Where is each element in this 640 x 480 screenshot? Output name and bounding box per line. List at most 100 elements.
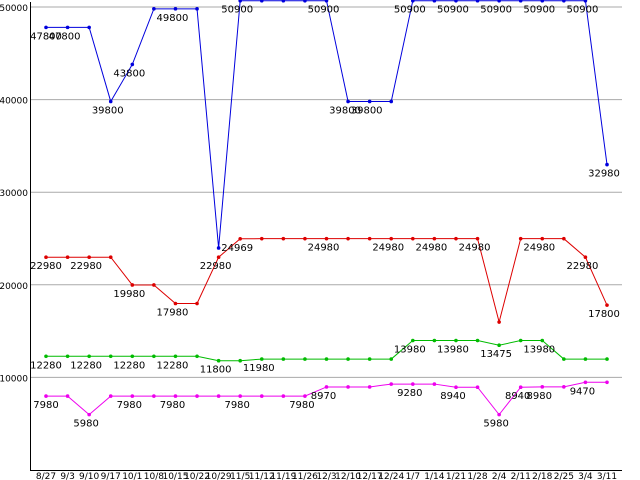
data-point <box>173 394 178 398</box>
point-value-label: 22980 <box>30 261 62 272</box>
point-value-label: 50900 <box>523 5 555 16</box>
data-point <box>152 7 156 11</box>
series-green <box>44 338 609 363</box>
data-point <box>454 338 458 343</box>
data-point <box>583 255 588 260</box>
data-point <box>65 255 70 260</box>
point-value-label: 13980 <box>437 345 469 356</box>
data-point <box>518 0 523 3</box>
x-tick-label: 2/25 <box>554 472 574 480</box>
point-value-label: 13980 <box>523 345 555 356</box>
point-value-label: 11800 <box>200 365 232 376</box>
data-point <box>389 357 394 361</box>
data-point <box>303 236 307 241</box>
data-point <box>130 283 135 287</box>
data-point <box>518 385 523 390</box>
x-tick-label: 12/3 <box>316 472 336 480</box>
point-value-label: 50900 <box>437 5 469 16</box>
data-point <box>389 382 394 386</box>
x-tick-label: 9/17 <box>101 472 121 480</box>
point-value-label: 50900 <box>308 5 340 16</box>
data-point <box>195 7 199 11</box>
point-value-label: 7980 <box>33 400 58 411</box>
data-point <box>432 236 437 241</box>
point-value-label: 12280 <box>70 360 102 371</box>
point-value-label: 32980 <box>588 169 620 180</box>
x-tick-label: 2/11 <box>511 472 531 480</box>
point-value-label: 5980 <box>73 419 98 430</box>
point-value-label: 8940 <box>440 391 465 402</box>
data-point <box>518 236 523 241</box>
data-point <box>152 354 156 359</box>
data-point <box>173 354 178 359</box>
data-point <box>411 0 415 3</box>
data-point <box>497 320 501 324</box>
data-point <box>324 385 329 389</box>
data-point <box>411 236 415 241</box>
point-value-label: 22980 <box>200 261 232 272</box>
point-value-label: 39800 <box>351 105 383 116</box>
series-blue <box>44 0 609 250</box>
point-value-label: 50900 <box>394 5 426 16</box>
data-point <box>238 358 242 363</box>
data-point <box>497 343 501 348</box>
point-value-label: 39800 <box>92 105 124 116</box>
data-point <box>281 236 286 241</box>
data-point <box>216 394 221 398</box>
data-point <box>195 354 199 359</box>
point-value-label: 12280 <box>30 360 62 371</box>
y-tick-label: 20000 <box>0 282 28 292</box>
data-point <box>173 7 178 11</box>
data-point <box>562 357 566 361</box>
data-point <box>130 62 135 67</box>
point-value-label: 43800 <box>113 68 145 79</box>
series-red <box>44 236 609 325</box>
point-value-label: 5980 <box>483 419 508 430</box>
data-point <box>130 354 135 359</box>
data-point <box>540 0 545 3</box>
data-point <box>216 246 221 250</box>
y-tick-label: 10000 <box>0 374 28 384</box>
point-value-label: 8970 <box>311 391 336 402</box>
data-point <box>324 236 329 241</box>
point-value-label: 11980 <box>243 363 275 374</box>
point-value-label: 9470 <box>570 386 595 397</box>
data-point <box>367 236 372 241</box>
data-point <box>346 357 350 361</box>
x-tick-label: 10/22 <box>184 472 210 480</box>
x-tick-label: 12/17 <box>357 472 383 480</box>
data-point <box>432 338 437 343</box>
point-value-label: 7980 <box>117 400 142 411</box>
point-value-label: 39800 <box>329 105 361 116</box>
data-point <box>44 25 48 30</box>
data-point <box>518 338 523 343</box>
data-point <box>411 382 415 386</box>
data-point <box>87 412 91 417</box>
data-point <box>540 236 545 241</box>
data-point <box>44 255 48 260</box>
data-point <box>238 236 242 241</box>
data-point <box>303 0 307 3</box>
point-value-label: 24980 <box>523 243 555 254</box>
point-value-label: 17800 <box>588 309 620 320</box>
data-point <box>454 236 458 241</box>
point-value-label: 12280 <box>157 360 189 371</box>
data-point <box>497 0 501 3</box>
series-red-point-labels: 22980 22980 19980 17980 22980 24969 24980 24980… <box>30 243 620 320</box>
data-point <box>87 255 91 260</box>
point-value-label: 9280 <box>397 388 422 399</box>
data-point <box>65 354 70 359</box>
data-point <box>130 394 135 398</box>
data-point <box>389 236 394 241</box>
x-tick-label: 2/4 <box>492 472 507 480</box>
data-point <box>562 236 566 241</box>
axes <box>30 2 622 471</box>
point-value-label: 50900 <box>480 5 512 16</box>
point-value-label: 7980 <box>160 400 185 411</box>
point-value-label: 13980 <box>394 345 426 356</box>
data-point <box>108 99 113 104</box>
point-value-label: 50900 <box>221 5 253 16</box>
